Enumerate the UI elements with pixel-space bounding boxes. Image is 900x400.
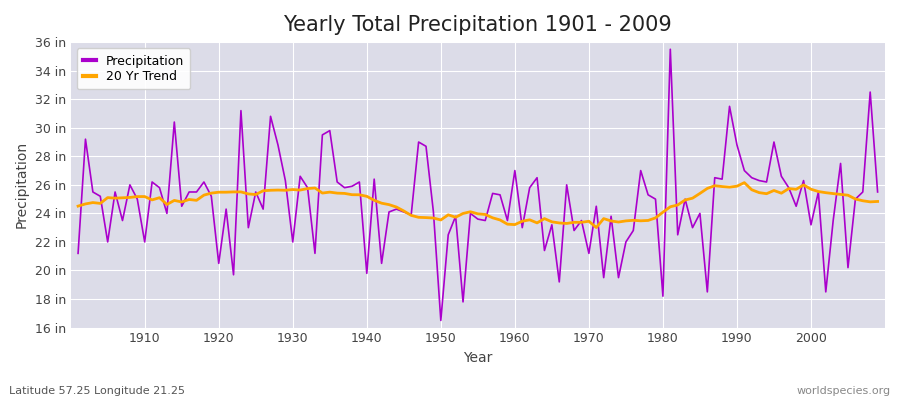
20 Yr Trend <box>606 218 616 223</box>
Precipitation <box>295 174 306 179</box>
Line: 20 Yr Trend: 20 Yr Trend <box>78 183 878 228</box>
Precipitation <box>73 251 84 256</box>
20 Yr Trend <box>739 180 750 185</box>
20 Yr Trend <box>591 225 602 230</box>
Y-axis label: Precipitation: Precipitation <box>15 141 29 228</box>
Line: Precipitation: Precipitation <box>78 49 878 320</box>
Precipitation <box>606 214 616 219</box>
Legend: Precipitation, 20 Yr Trend: Precipitation, 20 Yr Trend <box>76 48 190 89</box>
Precipitation <box>339 185 350 190</box>
Precipitation <box>517 225 527 230</box>
X-axis label: Year: Year <box>464 351 492 365</box>
Precipitation <box>436 318 446 323</box>
20 Yr Trend <box>132 194 143 199</box>
20 Yr Trend <box>73 204 84 208</box>
Precipitation <box>872 190 883 194</box>
20 Yr Trend <box>509 222 520 227</box>
Text: Latitude 57.25 Longitude 21.25: Latitude 57.25 Longitude 21.25 <box>9 386 185 396</box>
20 Yr Trend <box>872 199 883 204</box>
Precipitation <box>665 47 676 52</box>
20 Yr Trend <box>339 191 350 196</box>
Title: Yearly Total Precipitation 1901 - 2009: Yearly Total Precipitation 1901 - 2009 <box>284 15 672 35</box>
Text: worldspecies.org: worldspecies.org <box>796 386 891 396</box>
20 Yr Trend <box>502 222 513 226</box>
Precipitation <box>509 168 520 173</box>
Precipitation <box>132 197 143 202</box>
20 Yr Trend <box>295 188 306 192</box>
